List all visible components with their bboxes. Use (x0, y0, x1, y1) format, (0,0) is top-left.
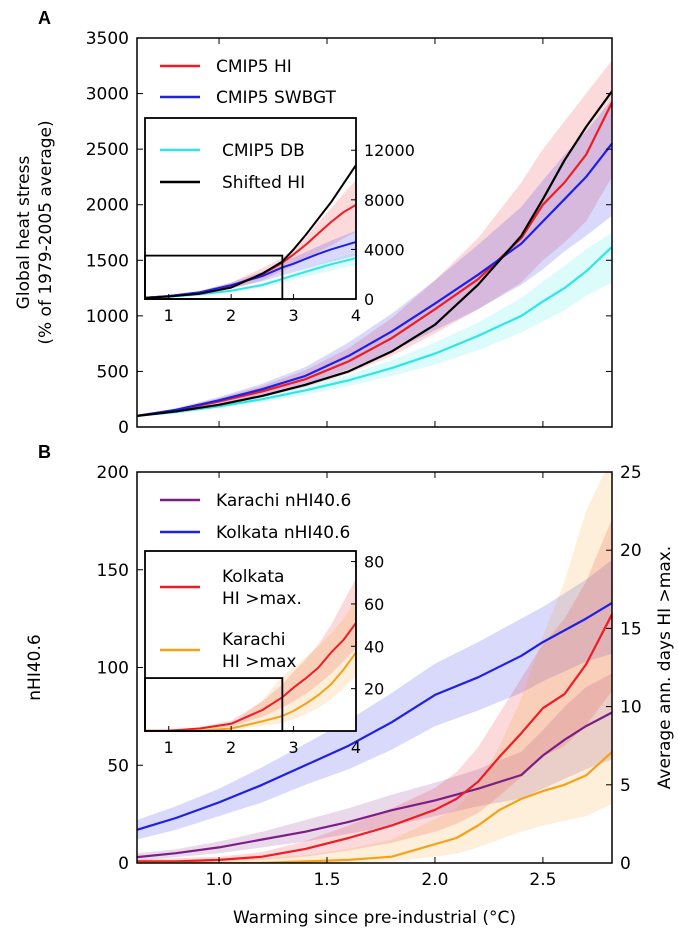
inset-y-tick-label: 8000 (364, 191, 405, 210)
legend-label-karachi-nhi40-6: Karachi nHI40.6 (216, 491, 351, 511)
legend-label-shifted-hi: Shifted HI (222, 173, 305, 193)
inset-plot-area (145, 164, 356, 299)
inset-band-kolkata-hi-max (145, 578, 356, 731)
legend-label-karachi-hi-max: HI >max (222, 652, 296, 672)
y-right-tick-label: 25 (620, 463, 642, 483)
y-tick-label: 0 (118, 854, 129, 874)
legend-label-kolkata-hi-max: Kolkata (222, 567, 284, 587)
y-right-tick-label: 5 (620, 776, 631, 796)
y-tick-label: 2500 (86, 140, 129, 160)
legend-label-cmip5-hi: CMIP5 HI (216, 57, 292, 77)
inset-x-tick-label: 4 (351, 738, 361, 757)
legend-label-cmip5-swbgt: CMIP5 SWBGT (216, 88, 337, 108)
inset-line-shifted-hi (145, 164, 356, 299)
y-tick-label: 500 (97, 362, 129, 382)
panel-letter: A (38, 8, 51, 28)
line-cmip5-db (137, 246, 612, 417)
y-right-tick-label: 15 (620, 619, 642, 639)
line-karachi-hi-max (137, 751, 612, 863)
inset-y-tick-label: 80 (364, 553, 384, 572)
legend-label-kolkata-nhi40-6: Kolkata nHI40.6 (216, 523, 350, 543)
panel-letter: B (38, 442, 51, 462)
y-tick-label: 3500 (86, 29, 129, 49)
y-tick-label: 0 (118, 418, 129, 438)
y-axis-label: nHI40.6 (25, 634, 45, 700)
y-tick-label: 100 (97, 659, 129, 679)
x-tick-label: 1.0 (206, 870, 233, 890)
panel-b: 1.0 1.5 2.0 2.5 0 50 100 150 200 0 5 10 15 20 25 BnHI40… (25, 442, 675, 928)
inset-x-tick-label: 2 (226, 306, 236, 325)
y-tick-label: 200 (97, 463, 129, 483)
plot-frame (136, 37, 613, 428)
inset-x-tick-label: 3 (288, 738, 298, 757)
inset-y-tick-label: 12000 (364, 141, 415, 160)
line-kolkata-nhi40-6 (137, 602, 612, 831)
inset-x-tick-label: 2 (226, 738, 236, 757)
inset-line-cmip5-swbgt (145, 241, 356, 299)
band-kolkata-nhi40-6 (137, 560, 612, 840)
band-cmip5-hi (137, 60, 612, 416)
inset-band-cmip5-db (145, 253, 356, 298)
plot-area (137, 472, 612, 863)
legend-label-kolkata-hi-max: HI >max. (222, 589, 302, 609)
x-tick-label: 2.5 (529, 870, 556, 890)
line-karachi-nhi40-6 (137, 711, 612, 859)
inset-x-tick-label: 3 (288, 306, 298, 325)
y-right-tick-label: 20 (620, 541, 642, 561)
panel-a: 0 500 1000 1500 2000 2500 3000 3500 A Global heat… (14, 8, 613, 438)
line-cmip5-swbgt (137, 142, 612, 417)
inset-y-tick-label: 20 (364, 680, 384, 699)
inset-y-tick-label: 4000 (364, 240, 405, 259)
x-tick-label: 1.5 (313, 870, 340, 890)
x-axis-label: Warming since pre-industrial (°C) (233, 908, 516, 928)
inset-y-tick-label: 40 (364, 637, 384, 656)
inset-background (145, 118, 356, 299)
inset-frame (144, 117, 357, 300)
inset-line-kolkata-hi-max (145, 622, 356, 731)
y-tick-label: 150 (97, 561, 129, 581)
inset-band-cmip5-hi (145, 180, 356, 298)
inset-x-tick-label: 1 (164, 306, 174, 325)
y-tick-label: 1000 (86, 307, 129, 327)
y-axis-label: Global heat stress (14, 156, 34, 310)
line-shifted-hi (137, 90, 612, 417)
band-cmip5-swbgt (137, 99, 612, 416)
y-tick-label: 3000 (86, 85, 129, 105)
legend-label-cmip5-db: CMIP5 DB (222, 141, 305, 161)
inset-y-tick-label: 0 (364, 290, 374, 309)
inset-band-karachi-hi-max (145, 599, 356, 731)
band-kolkata-hi-max (137, 518, 612, 863)
inset-x-tick-label: 1 (164, 738, 174, 757)
inset-band-cmip5-swbgt (145, 230, 356, 298)
plot-area (137, 60, 612, 417)
y-tick-label: 1500 (86, 251, 129, 271)
band-karachi-nhi40-6 (137, 673, 612, 861)
inset-frame (144, 550, 357, 732)
y-right-tick-label: 0 (620, 854, 631, 874)
y-axis-label-right: Average ann. days HI >max. (655, 546, 675, 789)
legend-label-karachi-hi-max: Karachi (222, 630, 286, 650)
line-cmip5-hi (137, 102, 612, 417)
band-cmip5-db (137, 232, 612, 416)
inset-x-tick-label: 4 (351, 306, 361, 325)
y-tick-label: 2000 (86, 196, 129, 216)
inset: 1 2 3 40 4000 8000 12000 CMIP5 DB Shifted HI (144, 117, 415, 325)
inset-y-tick-label: 60 (364, 595, 384, 614)
y-right-tick-label: 10 (620, 698, 642, 718)
inset-background (145, 551, 356, 731)
x-tick-label: 2.0 (421, 870, 448, 890)
y-axis-label: (% of 1979-2005 average) (36, 120, 56, 344)
line-kolkata-hi-max (137, 613, 612, 863)
y-tick-label: 50 (107, 756, 129, 776)
